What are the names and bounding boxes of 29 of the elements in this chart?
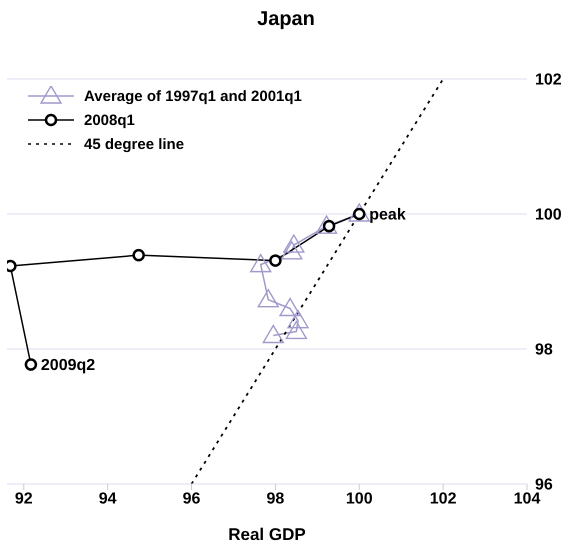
point	[24, 358, 38, 371]
point	[316, 215, 338, 234]
annotation: 2009q2	[40, 357, 96, 374]
point	[132, 248, 145, 262]
chart-title: Japan	[256, 8, 316, 31]
point	[287, 310, 309, 328]
x-tick-label: 94	[98, 490, 117, 508]
point	[348, 203, 370, 222]
x-tick-label: 92	[14, 490, 33, 508]
point	[258, 289, 279, 308]
point	[262, 324, 284, 344]
x-tick-label: 96	[182, 490, 201, 508]
y-tick-label: 100	[535, 206, 562, 224]
x-tick-label: 98	[266, 490, 284, 508]
point	[279, 298, 301, 316]
x-axis-title: Real GDP	[228, 525, 306, 544]
point	[250, 254, 272, 272]
x-tick-label: 102	[430, 490, 457, 508]
legend-label: 45 degree line	[84, 136, 184, 152]
point	[286, 320, 308, 340]
legend-label: Average of 1997q1 and 2001q1	[84, 88, 302, 104]
point	[269, 254, 282, 267]
y-tick-label: 102	[535, 72, 562, 89]
point	[283, 234, 305, 253]
legend-label: 2008q1	[84, 112, 135, 128]
y-tick-label: 98	[535, 342, 553, 359]
point	[281, 241, 302, 260]
annotation: peak	[369, 206, 406, 224]
x-tick-label: 100	[346, 490, 373, 508]
